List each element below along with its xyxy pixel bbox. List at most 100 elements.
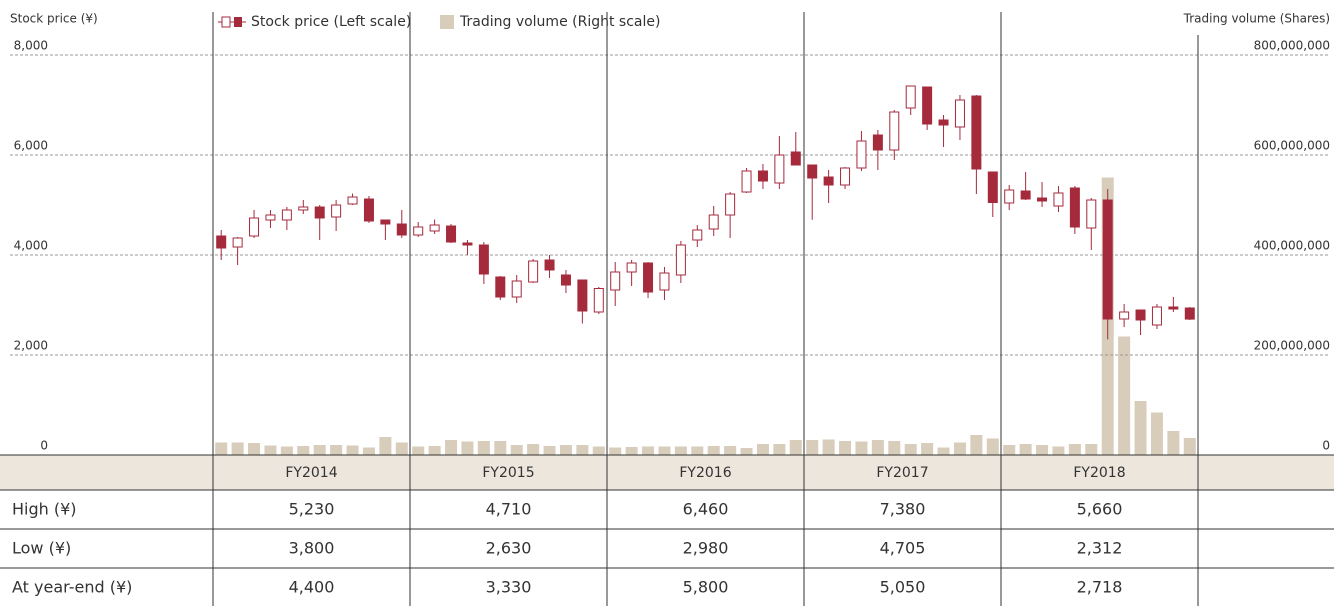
candle-body bbox=[281, 209, 292, 221]
y2-tick-label: 400,000,000 bbox=[1254, 239, 1330, 253]
volume-bar bbox=[986, 438, 999, 455]
candle-body bbox=[692, 229, 703, 241]
volume-bar bbox=[1003, 445, 1016, 455]
table-cell: 2,312 bbox=[1077, 539, 1123, 558]
volume-bar bbox=[346, 445, 359, 455]
table-header: FY2017 bbox=[876, 465, 928, 481]
y-axis-label: Stock price (¥) bbox=[10, 12, 98, 26]
volume-bar bbox=[822, 439, 835, 455]
volume-bar bbox=[1183, 438, 1196, 455]
table-cell: 5,660 bbox=[1077, 500, 1123, 519]
candle-body bbox=[840, 167, 851, 186]
volume-bar bbox=[1134, 401, 1147, 455]
volume-bar bbox=[691, 446, 704, 455]
volume-bar bbox=[395, 442, 408, 455]
y-tick-label: 8,000 bbox=[14, 39, 48, 53]
candle-body bbox=[659, 272, 670, 291]
volume-bar bbox=[428, 446, 441, 455]
volume-bar bbox=[888, 441, 901, 455]
candle-body bbox=[511, 280, 522, 298]
candle-body bbox=[757, 170, 768, 182]
table-header: FY2018 bbox=[1073, 465, 1125, 481]
candle-body bbox=[708, 214, 719, 230]
candle-body bbox=[1053, 192, 1064, 207]
volume-bar bbox=[527, 444, 540, 455]
candle-body bbox=[1102, 199, 1113, 320]
candle-body bbox=[478, 244, 489, 275]
table-cell: 4,400 bbox=[289, 578, 335, 597]
candle-body bbox=[380, 219, 391, 225]
candle-body bbox=[1086, 199, 1097, 229]
volume-bar bbox=[937, 447, 950, 455]
table-cell: 5,800 bbox=[683, 578, 729, 597]
legend-icon bbox=[440, 15, 454, 29]
y2-tick-label: 200,000,000 bbox=[1254, 339, 1330, 353]
volume-bar bbox=[445, 440, 458, 455]
candle-body bbox=[987, 171, 998, 203]
candle-body bbox=[265, 214, 276, 221]
candle-body bbox=[577, 279, 588, 312]
volume-bar bbox=[248, 443, 261, 455]
volume-bar bbox=[642, 446, 655, 455]
candle-body bbox=[446, 225, 457, 243]
table-header: FY2016 bbox=[679, 465, 731, 481]
volume-bar bbox=[609, 447, 622, 455]
candle-body bbox=[872, 134, 883, 151]
volume-bar bbox=[264, 445, 277, 455]
table-cell: 2,980 bbox=[683, 539, 729, 558]
candle-body bbox=[938, 119, 949, 126]
y2-axis-label: Trading volume (Shares) bbox=[1183, 12, 1330, 26]
candle-body bbox=[560, 274, 571, 286]
volume-bar bbox=[1118, 336, 1131, 455]
volume-bar bbox=[477, 441, 490, 455]
table-cell: 2,718 bbox=[1077, 578, 1123, 597]
candle-body bbox=[544, 259, 555, 271]
candle-body bbox=[1037, 197, 1048, 202]
candle-body bbox=[1168, 306, 1179, 310]
row-label: Low (¥) bbox=[12, 539, 71, 558]
candle-body bbox=[413, 226, 424, 236]
candle-body bbox=[643, 262, 654, 293]
volume-bar bbox=[724, 446, 737, 455]
candle-body bbox=[1020, 190, 1031, 200]
table-cell: 5,050 bbox=[880, 578, 926, 597]
volume-bar bbox=[592, 446, 605, 455]
candle-body bbox=[396, 223, 407, 236]
candle-body bbox=[807, 164, 818, 179]
table-cell: 7,380 bbox=[880, 500, 926, 519]
volume-bar bbox=[953, 442, 966, 455]
volume-bar bbox=[674, 446, 687, 455]
table-header: FY2015 bbox=[482, 465, 534, 481]
volume-bar bbox=[576, 445, 589, 455]
candle-body bbox=[363, 198, 374, 222]
candle-body bbox=[1069, 187, 1080, 228]
candle-body bbox=[922, 86, 933, 125]
table-cell: 5,230 bbox=[289, 500, 335, 519]
volume-bar bbox=[412, 446, 425, 455]
volume-bar bbox=[625, 447, 638, 455]
candle-body bbox=[314, 206, 325, 219]
candle-body bbox=[971, 95, 982, 170]
candle-body bbox=[528, 260, 539, 283]
candle-body bbox=[610, 271, 621, 291]
candle-body bbox=[790, 151, 801, 166]
candle-body bbox=[429, 224, 440, 232]
volume-bar bbox=[1085, 444, 1098, 455]
volume-bar bbox=[970, 435, 983, 455]
volume-bar bbox=[280, 446, 293, 455]
volume-bar bbox=[362, 447, 375, 455]
candle-body bbox=[741, 170, 752, 193]
candle-body bbox=[905, 85, 916, 109]
y2-tick-label: 0 bbox=[1322, 439, 1330, 453]
volume-bar bbox=[789, 440, 802, 455]
legend-label: Stock price (Left scale) bbox=[251, 14, 411, 30]
volume-bar bbox=[297, 446, 310, 455]
y2-tick-label: 600,000,000 bbox=[1254, 139, 1330, 153]
table-header: FY2014 bbox=[285, 465, 337, 481]
volume-bar bbox=[510, 445, 523, 455]
volume-bar bbox=[559, 445, 572, 455]
volume-bar bbox=[1167, 431, 1180, 455]
candle-body bbox=[249, 217, 260, 237]
candle-body bbox=[495, 276, 506, 298]
